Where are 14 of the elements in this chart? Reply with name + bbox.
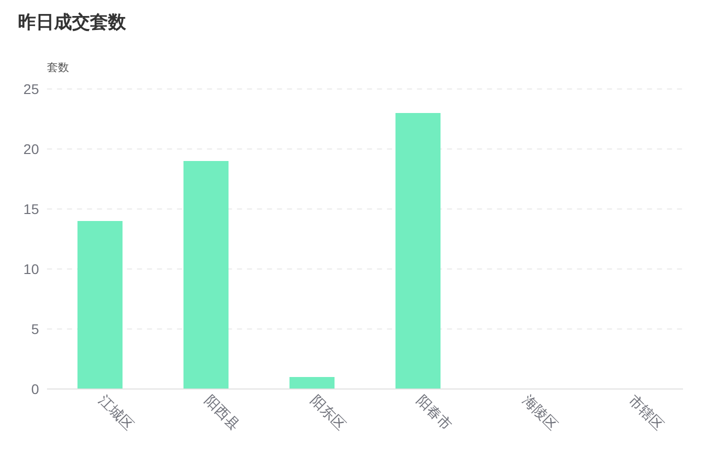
y-tick-label: 25 [23, 81, 40, 97]
x-tick-label: 阳春市 [414, 392, 455, 433]
x-tick-label: 海陵区 [520, 392, 561, 433]
x-tick-label: 江城区 [96, 392, 137, 433]
y-tick-label: 15 [23, 201, 40, 217]
x-tick-label: 市辖区 [626, 392, 667, 433]
y-tick-label: 10 [23, 261, 40, 277]
y-tick-label: 20 [23, 141, 40, 157]
x-tick-label: 阳东区 [308, 392, 349, 433]
y-tick-label: 5 [31, 321, 40, 337]
x-tick-label: 阳西县 [202, 392, 243, 433]
y-axis-title: 套数 [47, 62, 69, 74]
chart-title: 昨日成交套数 [18, 12, 127, 32]
y-tick-label: 0 [31, 381, 40, 397]
